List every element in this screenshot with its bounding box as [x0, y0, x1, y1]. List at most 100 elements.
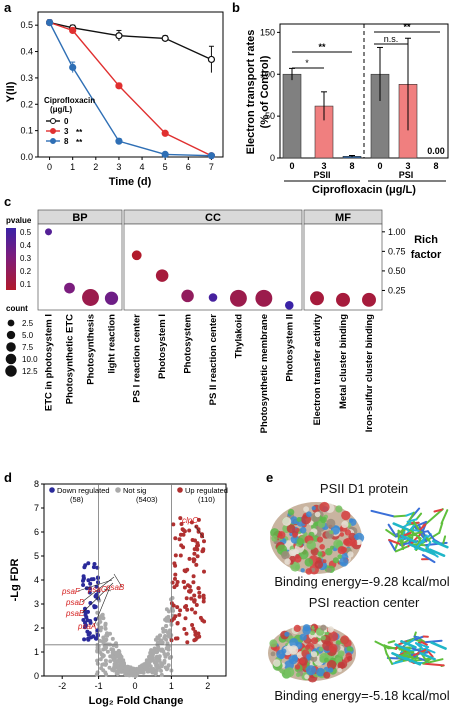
- d-point-up: [193, 538, 197, 543]
- d-point-up: [173, 536, 178, 541]
- surface-atom: [319, 544, 326, 550]
- ligand-bond: [404, 657, 422, 666]
- d-point-notsig: [100, 616, 105, 621]
- d-point-notsig: [119, 664, 124, 668]
- d-point-notsig: [166, 609, 171, 614]
- pvalue-tick-label: 0.4: [20, 241, 32, 250]
- c-term-label: Electron transfer activity: [312, 313, 323, 425]
- d-point-notsig: [159, 668, 163, 673]
- d-point-up: [194, 603, 199, 607]
- d-point-up: [196, 527, 201, 532]
- a-xtick-label: 7: [209, 162, 214, 172]
- c-term-label: Photosynthesis: [86, 314, 97, 385]
- d-point-notsig: [115, 662, 120, 667]
- ligand-bond: [432, 539, 449, 549]
- surface-atom: [304, 674, 310, 680]
- a-point-0: [115, 32, 123, 40]
- d-point-up: [201, 599, 206, 604]
- d-point-notsig: [148, 664, 153, 669]
- surface-atom: [296, 517, 302, 522]
- d-point-up: [187, 584, 192, 589]
- d-point-up: [194, 562, 199, 567]
- d-point-notsig: [164, 667, 169, 672]
- d-point-notsig: [146, 668, 151, 673]
- a-xtick-label: 0: [47, 162, 52, 172]
- d-point-down: [89, 635, 94, 640]
- surface-atom: [273, 659, 281, 667]
- surface-atom: [310, 630, 315, 636]
- d-point-notsig: [164, 618, 169, 623]
- panel-b-ylabel-line2: (% of Control): [259, 55, 271, 128]
- stick-bond: [419, 640, 428, 646]
- sig-psii-3: *: [305, 58, 309, 68]
- surface-atom: [313, 624, 318, 629]
- d-point-notsig: [116, 666, 121, 671]
- surface-atom: [326, 660, 337, 670]
- panel-a-label: a: [4, 0, 12, 15]
- surface-atom: [302, 626, 312, 635]
- d-point-up: [191, 559, 196, 564]
- d-point-notsig: [94, 672, 99, 677]
- d-point-notsig: [159, 638, 164, 643]
- surface-atom: [325, 548, 333, 556]
- d-ytick-label: 6: [34, 527, 39, 537]
- d-xtick-label: 0: [132, 681, 137, 691]
- surface-atom: [306, 540, 317, 550]
- d-point-up: [189, 607, 194, 612]
- surface-atom: [289, 658, 295, 663]
- d-point-up: [189, 596, 194, 601]
- surface-atom: [347, 655, 353, 662]
- ligand-bond: [391, 652, 408, 661]
- d-point-up: [185, 567, 190, 572]
- d-point-up: [190, 623, 195, 627]
- d-point-notsig: [162, 652, 167, 656]
- surface-atom: [329, 530, 334, 535]
- c-term-label: PS I reaction center: [132, 314, 143, 403]
- surface-atom: [341, 520, 349, 529]
- c-dot: [64, 282, 75, 294]
- d-gene-leader: [77, 579, 113, 592]
- psi-binding-site-render: [374, 631, 447, 667]
- d-point-down: [81, 576, 86, 581]
- d-point-up: [196, 586, 201, 591]
- surface-atom: [306, 511, 312, 518]
- d-point-up: [184, 596, 189, 601]
- d-point-notsig: [166, 652, 170, 656]
- c-dot: [104, 291, 119, 305]
- d-point-notsig: [100, 662, 105, 667]
- d-legend-count: (5403): [136, 495, 158, 504]
- d-gene-leader: [81, 582, 114, 614]
- d-point-down: [91, 565, 96, 570]
- ligand-bond: [419, 651, 436, 661]
- d-point-notsig: [166, 614, 171, 619]
- a-ytick-label: 0.2: [20, 99, 33, 109]
- d-point-notsig: [101, 635, 106, 640]
- c-term-label: PS II reaction center: [208, 314, 219, 406]
- surface-atom: [284, 667, 295, 678]
- d-gene-label-psaD: psaD: [65, 598, 85, 607]
- surface-atom: [314, 511, 321, 518]
- d-point-up: [175, 580, 180, 584]
- surface-atom: [277, 531, 286, 539]
- c-term-label: Photosystem: [183, 314, 194, 374]
- d-ytick-label: 0: [34, 671, 39, 681]
- legend-sig-8: **: [76, 138, 83, 147]
- surface-atom: [339, 557, 349, 567]
- d-xtick-label: -2: [58, 681, 66, 691]
- d-point-up: [202, 539, 206, 544]
- stick-bond: [385, 645, 397, 650]
- ligand-bond: [394, 643, 411, 652]
- surface-atom: [320, 624, 327, 631]
- d-point-notsig: [101, 647, 106, 652]
- d-point-notsig: [154, 663, 159, 668]
- surface-atom: [281, 551, 290, 560]
- d-point-notsig: [163, 634, 168, 638]
- d-point-up: [195, 547, 200, 552]
- d-point-down: [94, 636, 99, 641]
- c-term-label: Thylakoid: [233, 314, 244, 359]
- d-gene-label-psaB: psaB: [105, 583, 125, 592]
- d-point-up: [191, 626, 196, 631]
- stick-bond: [387, 523, 398, 538]
- d-point-down: [82, 637, 87, 642]
- d-point-down: [86, 609, 90, 614]
